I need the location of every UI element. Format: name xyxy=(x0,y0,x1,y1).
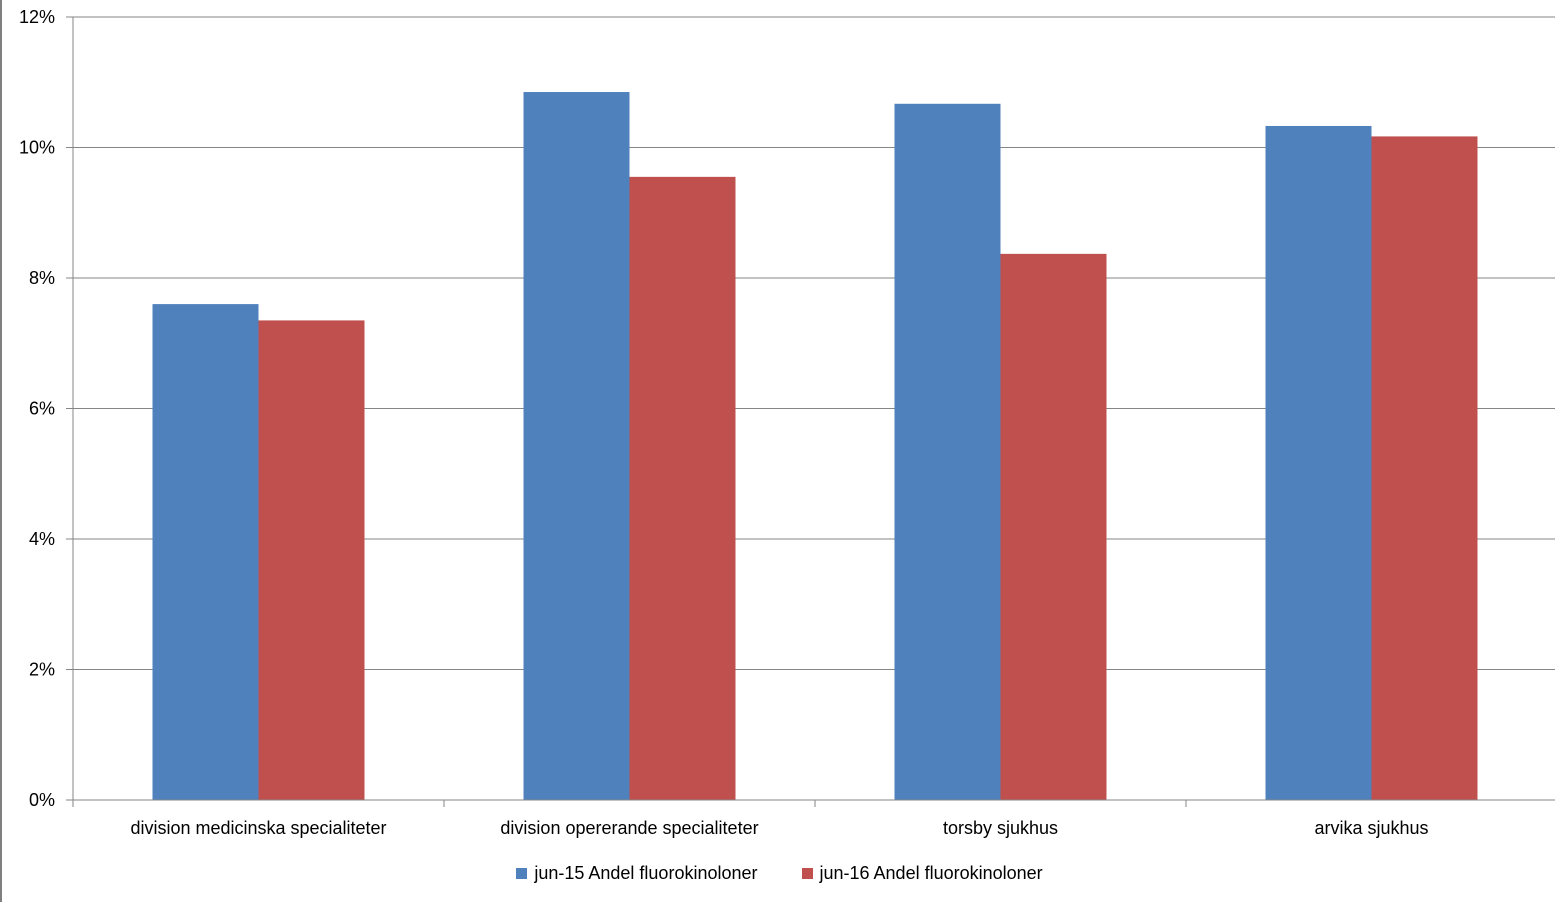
category-label: torsby sjukhus xyxy=(943,818,1058,838)
y-tick-label: 6% xyxy=(29,399,55,419)
y-tick-labels: 0% 2% 4% 6% 8% 10% 12% xyxy=(19,7,55,810)
bar-series-2-4 xyxy=(1371,136,1478,801)
bar-series-2-3 xyxy=(1000,253,1107,801)
bar-series-1-1 xyxy=(152,304,259,800)
category-label: division medicinska specialiteter xyxy=(130,818,386,838)
y-tick-label: 8% xyxy=(29,268,55,288)
y-tick-label: 0% xyxy=(29,790,55,810)
legend-label-series-1: jun-15 Andel fluorokinoloner xyxy=(534,862,758,883)
bars xyxy=(152,92,1478,801)
y-tick-label: 10% xyxy=(19,138,55,158)
bar-series-1-4 xyxy=(1265,125,1372,800)
bar-series-2-2 xyxy=(629,176,736,801)
category-label: arvika sjukhus xyxy=(1314,818,1428,838)
category-labels: division medicinska specialiteter divisio… xyxy=(130,818,1428,838)
y-tick-label: 4% xyxy=(29,529,55,549)
bar-series-1-2 xyxy=(523,92,630,801)
bar-series-2-1 xyxy=(258,320,365,800)
legend-swatch-series-2 xyxy=(801,867,813,879)
legend-item-series-1: jun-15 Andel fluorokinoloner xyxy=(516,862,758,884)
axes xyxy=(66,16,1555,807)
y-tick-label: 2% xyxy=(29,660,55,680)
legend-swatch-series-1 xyxy=(516,867,528,879)
category-label: division opererande specialiteter xyxy=(500,818,758,838)
bar-series-1-3 xyxy=(894,103,1001,801)
legend-item-series-2: jun-16 Andel fluorokinoloner xyxy=(801,862,1043,884)
y-tick-label: 12% xyxy=(19,7,55,27)
legend-label-series-2: jun-16 Andel fluorokinoloner xyxy=(819,862,1043,883)
legend: jun-15 Andel fluorokinoloner jun-16 Ande… xyxy=(2,860,1555,886)
